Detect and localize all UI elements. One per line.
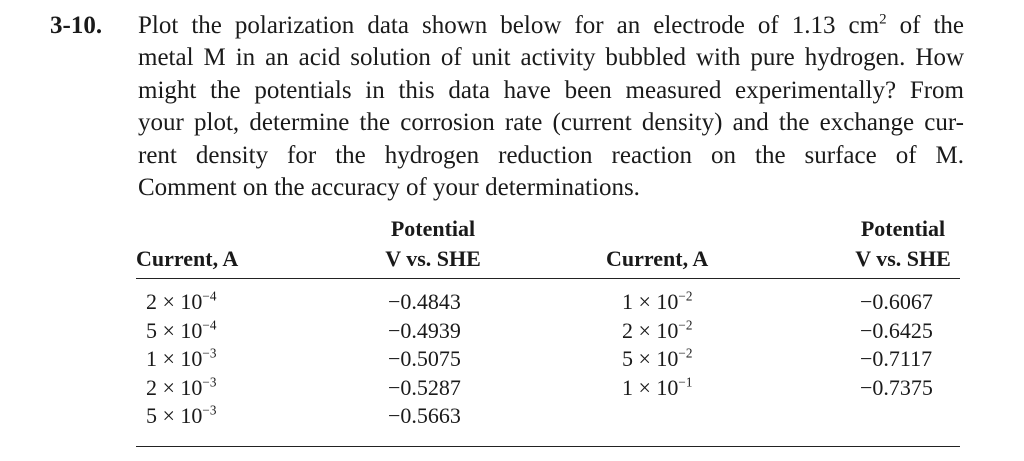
left-potential-row-4: −0.5287 [388, 374, 461, 400]
left-current-row-1: 2 × 10−4 [146, 288, 217, 314]
left-current-row-5: 5 × 10−3 [146, 403, 217, 429]
problem-line-6: Comment on the accuracy of your determin… [138, 174, 640, 202]
problem-line-1: Plot the polarization data shown below f… [138, 10, 964, 42]
left-potential-row-2: −0.4939 [388, 317, 461, 343]
left-current-column: 2 × 10−4 5 × 10−4 1 × 10−3 2 × 10−3 5 × … [146, 288, 216, 431]
right-potential-row-3: −0.7117 [860, 346, 933, 372]
right-current-column: 1 × 10−2 2 × 10−2 5 × 10−2 1 × 10−1 [622, 288, 692, 402]
right-potential-row-4: −0.7375 [860, 374, 933, 400]
area-unit-superscript: 2 [879, 11, 887, 28]
header-current-right: Current, A [606, 246, 709, 271]
left-potential-row-1: −0.4843 [388, 289, 461, 314]
left-potential-row-3: −0.5075 [388, 346, 461, 372]
problem-number: 3-10. [50, 12, 103, 39]
right-current-row-3: 5 × 10−2 [622, 345, 693, 372]
header-potential-right-line1: Potential [860, 216, 946, 241]
problem-line-5: rent density for the hydrogen reduction … [138, 141, 964, 169]
problem-line-4: your plot, determine the corrosion rate … [138, 109, 964, 137]
problem-statement: Plot the polarization data shown below f… [138, 10, 964, 204]
header-potential-right: Potential V vs. SHE [836, 214, 970, 274]
right-potential-column: −0.6067 −0.6425 −0.7117 −0.7375 [860, 288, 933, 402]
header-current-left: Current, A [136, 246, 239, 271]
header-potential-left-line1: Potential [390, 216, 476, 241]
header-potential-left-line2: V vs. SHE [385, 246, 481, 271]
problem-line-1-text: Plot the polarization data shown below f… [138, 12, 880, 39]
header-potential-right-line2: V vs. SHE [855, 246, 951, 271]
left-current-row-4: 2 × 10−3 [146, 374, 217, 400]
header-potential-left: Potential V vs. SHE [358, 214, 508, 274]
right-potential-row-2: −0.6425 [860, 317, 933, 343]
right-current-row-4: 1 × 10−1 [622, 374, 693, 400]
polarization-data-table: Current, A Potential V vs. SHE Current, … [136, 214, 960, 454]
right-current-row-2: 2 × 10−2 [622, 317, 693, 343]
left-current-row-3: 1 × 10−3 [146, 345, 217, 372]
problem-line-3: might the potentials in this data have b… [138, 76, 964, 104]
right-current-row-1: 1 × 10−2 [622, 288, 693, 314]
problem-line-1-tail: of the [886, 12, 964, 39]
left-potential-row-5: −0.5663 [388, 403, 461, 429]
left-current-row-2: 5 × 10−4 [146, 317, 217, 343]
right-potential-row-1: −0.6067 [860, 289, 933, 314]
problem-line-2: metal M in an acid solution of unit acti… [138, 44, 964, 72]
header-rule [136, 278, 960, 279]
bottom-rule [136, 446, 960, 447]
left-potential-column: −0.4843 −0.4939 −0.5075 −0.5287 −0.5663 [388, 288, 461, 431]
